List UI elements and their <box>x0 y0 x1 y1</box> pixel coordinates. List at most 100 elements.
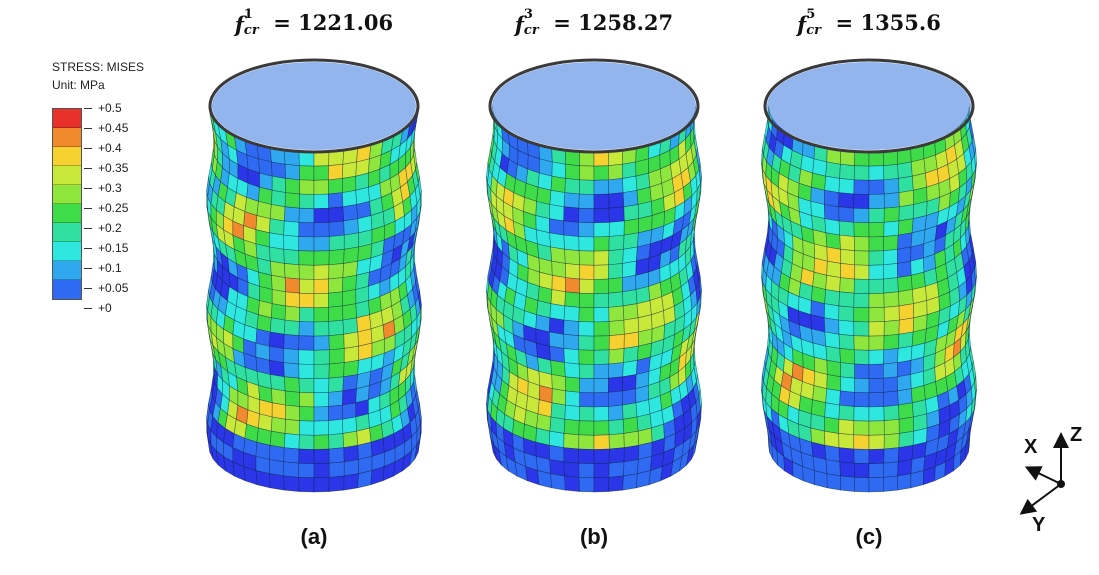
mesh-element <box>313 335 330 351</box>
mesh-element <box>623 232 639 250</box>
mesh-element <box>896 260 912 278</box>
f-subscript: cr <box>806 22 821 38</box>
mesh-element <box>823 416 840 434</box>
legend-swatch <box>53 242 81 261</box>
legend-swatch <box>53 280 81 299</box>
mesh-element <box>313 462 330 479</box>
mesh-element <box>271 289 286 307</box>
mesh-element <box>313 363 330 379</box>
mesh-element <box>270 303 286 321</box>
mesh-element <box>593 420 610 436</box>
mesh-element <box>840 475 856 492</box>
mesh-element <box>343 232 359 250</box>
panel-title: f 1 cr = 1221.06 <box>194 7 434 38</box>
mesh-element <box>593 392 609 408</box>
mesh-element <box>840 362 856 379</box>
mesh-element <box>298 264 315 280</box>
mesh-element <box>593 448 610 464</box>
mesh-element <box>897 388 913 406</box>
mesh-element <box>269 218 285 236</box>
mesh-element <box>299 179 315 195</box>
mesh-element <box>283 248 300 266</box>
mesh-element <box>328 291 343 308</box>
mesh-element <box>563 348 580 365</box>
mesh-element <box>868 392 885 408</box>
legend-swatch <box>53 147 81 166</box>
mesh-element <box>563 447 580 464</box>
mesh-element <box>853 420 870 436</box>
mesh-element <box>608 319 625 337</box>
mesh-element <box>853 392 870 408</box>
mesh-element <box>896 374 912 392</box>
mesh-element <box>623 317 640 335</box>
mesh-element <box>328 277 344 294</box>
mesh-element <box>883 178 900 195</box>
mesh-element <box>313 165 329 181</box>
mesh-element <box>824 289 840 307</box>
mesh-element <box>825 232 841 250</box>
mesh-element <box>607 390 623 407</box>
mesh-element <box>883 206 900 223</box>
legend-tick-label: +0.5 <box>84 100 128 120</box>
mesh-element <box>868 462 885 479</box>
mesh-element <box>328 163 344 181</box>
mesh-element <box>826 473 842 491</box>
mesh-element <box>825 161 841 179</box>
mesh-element <box>882 248 898 266</box>
mesh-element <box>608 418 625 436</box>
mesh-element <box>551 274 567 293</box>
mesh-element <box>868 349 885 365</box>
mesh-element <box>578 363 595 379</box>
mesh-element <box>826 359 842 378</box>
mesh-element <box>853 335 870 351</box>
panel-c: f 5 cr = 1355.6 (c) <box>749 0 989 575</box>
mesh-element <box>328 348 345 365</box>
mesh-element <box>896 246 912 264</box>
axis-y-label: Y <box>1032 514 1046 536</box>
mesh-element <box>826 246 842 264</box>
mesh-element <box>283 447 300 464</box>
mesh-element <box>269 204 286 222</box>
mesh-element <box>549 232 565 250</box>
mesh-element <box>283 362 300 379</box>
mesh-element <box>868 363 884 379</box>
mesh-element <box>565 277 581 294</box>
mesh-element <box>868 292 885 309</box>
mesh-element <box>868 193 885 209</box>
mesh-element <box>270 416 286 434</box>
mesh-element <box>883 404 900 422</box>
mesh-element <box>283 206 300 223</box>
mesh-element <box>883 461 899 478</box>
cylinder-inner-surface <box>212 62 416 150</box>
mesh-element <box>853 193 870 209</box>
mesh-element <box>343 473 359 491</box>
mesh-element <box>283 475 300 492</box>
mesh-element <box>328 433 345 450</box>
mesh-element <box>269 246 285 264</box>
mesh-element <box>343 359 359 378</box>
mesh-element <box>550 289 566 307</box>
mesh-element <box>313 264 330 280</box>
mesh-element <box>313 392 329 408</box>
mesh-element <box>549 189 566 208</box>
cylinder-plot <box>761 58 977 493</box>
mesh-element <box>882 263 898 280</box>
mesh-element <box>593 222 610 238</box>
mesh-element <box>283 348 300 365</box>
mesh-element <box>313 477 330 493</box>
mesh-element <box>622 189 639 208</box>
mesh-element <box>313 292 329 309</box>
mesh-element <box>313 377 330 394</box>
mesh-element <box>299 392 315 408</box>
mesh-element <box>622 303 639 321</box>
mesh-element <box>578 477 595 493</box>
mesh-element <box>548 444 565 463</box>
mesh-element <box>897 218 914 236</box>
mesh-element <box>269 260 286 278</box>
mesh-element <box>342 260 359 278</box>
mesh-element <box>839 163 855 181</box>
mesh-element <box>608 220 625 237</box>
mesh-element <box>853 462 870 479</box>
mesh-element <box>868 434 885 450</box>
mesh-element <box>563 220 580 237</box>
